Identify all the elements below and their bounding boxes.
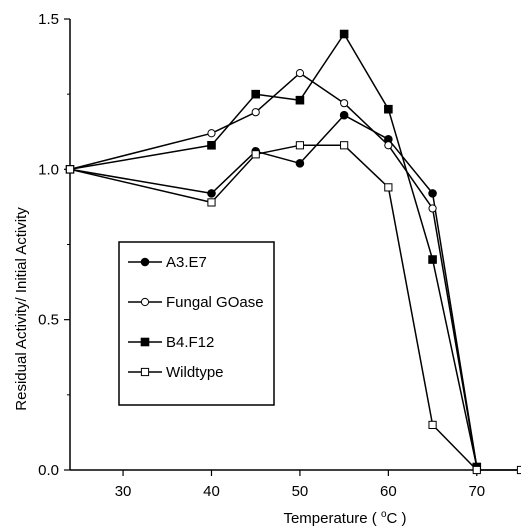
legend-marker <box>140 367 150 377</box>
series-line-b4-f12 <box>69 33 478 468</box>
y-tick-label: 0.0 <box>38 462 59 479</box>
data-point-b4-f12 <box>207 140 216 150</box>
legend: A3.E7 Fungal GOase B4.F12 Wildtype <box>118 241 275 406</box>
data-point-fungal-goase <box>340 99 349 108</box>
data-point-fungal-goase <box>384 141 393 150</box>
legend-marker <box>140 297 150 307</box>
data-point-b4-f12 <box>295 95 305 105</box>
data-point-fungal-goase <box>251 108 260 117</box>
data-point-a3-e7 <box>339 110 349 120</box>
x-axis-title-unit: C ) <box>387 510 407 527</box>
series-wildtype <box>65 141 521 475</box>
data-point-a3-e7 <box>295 159 305 168</box>
x-tick-label: 50 <box>292 483 309 500</box>
data-point-a3-e7 <box>428 189 437 198</box>
legend-marker <box>140 257 150 267</box>
data-point-b4-f12 <box>339 29 349 39</box>
x-tick-label: 70 <box>468 483 485 500</box>
legend-label: A3.E7 <box>166 254 207 271</box>
data-point-wildtype <box>207 198 216 207</box>
legend-item-wildtype: Wildtype <box>128 364 224 381</box>
data-point-b4-f12 <box>251 89 261 99</box>
series-layer <box>65 29 521 475</box>
x-tick-label: 30 <box>115 483 132 500</box>
legend-box <box>118 241 275 406</box>
data-point-a3-e7 <box>207 189 216 198</box>
data-point-wildtype <box>472 465 481 475</box>
data-point-wildtype <box>295 141 305 150</box>
legend-item-fungal-goase: Fungal GOase <box>128 294 264 311</box>
x-axis-title: Temperature ( oC ) <box>283 509 406 527</box>
data-point-wildtype <box>428 420 437 429</box>
legend-label: B4.F12 <box>166 334 214 351</box>
data-point-wildtype <box>340 141 349 150</box>
data-point-wildtype <box>516 465 521 475</box>
data-point-fungal-goase <box>295 69 305 78</box>
x-tick-label: 40 <box>203 483 220 500</box>
data-point-fungal-goase <box>428 204 437 213</box>
data-point-wildtype <box>384 183 393 192</box>
data-point-wildtype <box>65 165 75 174</box>
data-point-b4-f12 <box>428 255 437 264</box>
x-axis-title-prefix: Temperature ( <box>283 510 381 527</box>
data-point-b4-f12 <box>384 104 393 114</box>
legend-label: Fungal GOase <box>166 294 264 311</box>
legend-label: Wildtype <box>166 364 224 381</box>
y-tick-label: 0.5 <box>38 312 59 329</box>
series-line-fungal-goase <box>69 72 478 468</box>
x-axis-title-degree: o <box>381 509 387 520</box>
legend-item-b4-f12: B4.F12 <box>128 334 214 351</box>
data-point-fungal-goase <box>207 129 216 138</box>
y-tick-label: 1.0 <box>38 161 59 178</box>
legend-item-a3-e7: A3.E7 <box>128 254 207 271</box>
legend-marker <box>140 337 150 347</box>
y-axis-title: Residual Activity/ Initial Activity <box>13 207 30 411</box>
x-tick-label: 60 <box>380 483 397 500</box>
data-point-wildtype <box>251 150 260 159</box>
series-line-a3-e7 <box>69 114 478 468</box>
y-tick-label: 1.5 <box>38 11 59 28</box>
axes: 30 40 50 60 70 0.0 0.5 1.0 1.5 <box>38 11 521 500</box>
